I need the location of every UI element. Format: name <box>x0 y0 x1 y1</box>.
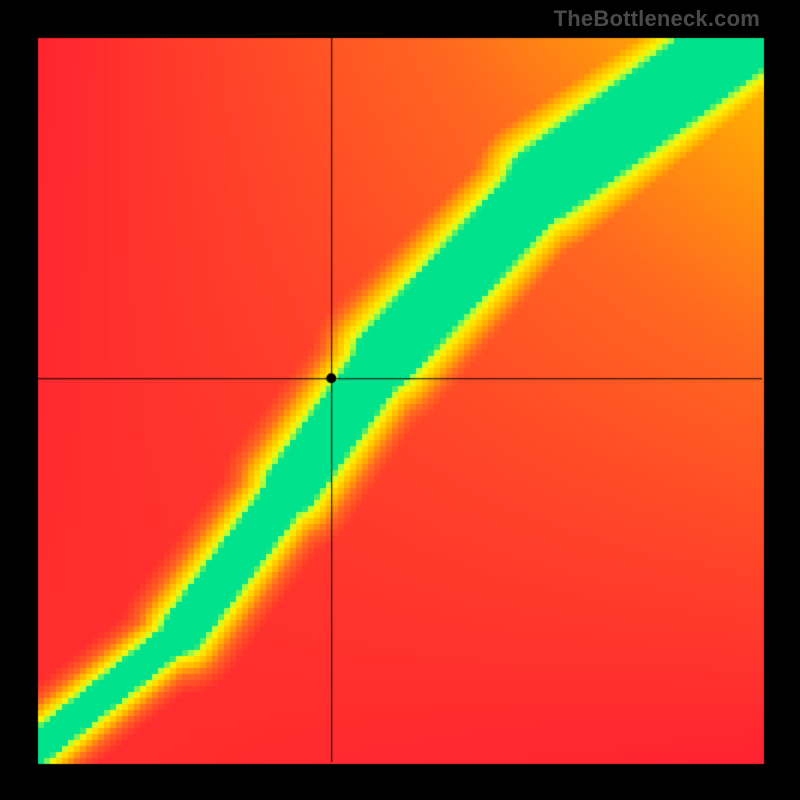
watermark-text: TheBottleneck.com <box>554 6 760 32</box>
heatmap-canvas <box>0 0 800 800</box>
chart-container: TheBottleneck.com <box>0 0 800 800</box>
